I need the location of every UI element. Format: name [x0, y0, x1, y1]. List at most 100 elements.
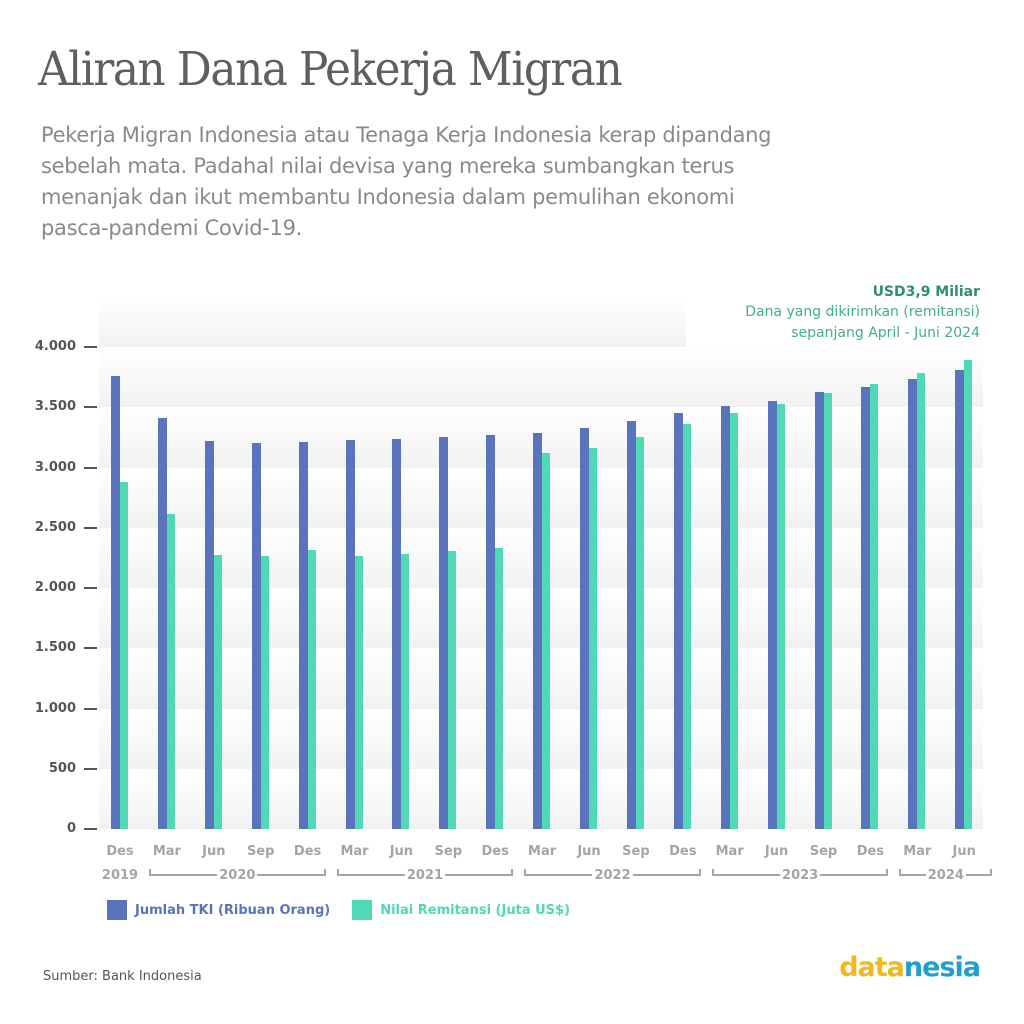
bar-remitansi — [448, 550, 457, 829]
bar-tki — [908, 378, 918, 829]
logo-part-nesia: nesia — [903, 952, 981, 983]
y-tick-mark — [84, 466, 97, 469]
x-tick-label: Des — [856, 844, 885, 859]
y-tick-mark — [84, 767, 97, 770]
bar-tki — [439, 436, 449, 829]
bar-tki — [251, 443, 261, 829]
y-tick-label: 3.500 — [34, 399, 76, 415]
y-tick-mark — [84, 707, 97, 710]
bar-remitansi — [823, 393, 832, 829]
bar-tki — [204, 440, 214, 829]
y-tick-label: 2.500 — [34, 519, 76, 535]
bar-tki — [111, 375, 120, 829]
x-tick-label: Sep — [434, 844, 463, 859]
bar-tki — [157, 418, 167, 829]
bar-tki — [533, 432, 543, 829]
bar-tki — [861, 387, 871, 829]
x-tick-label: Mar — [340, 844, 369, 859]
bar-remitansi — [917, 372, 926, 829]
y-tick-mark — [84, 587, 97, 589]
x-tick-label: Sep — [622, 844, 650, 859]
x-tick-label: Mar — [715, 844, 744, 859]
bar-tki — [720, 406, 730, 829]
annotation: USD3,9 Miliar Dana yang dikirimkan (remi… — [745, 282, 980, 344]
bar-remitansi — [120, 481, 128, 829]
y-tick-label: 500 — [48, 760, 76, 776]
bar-tki — [486, 434, 496, 829]
x-tick-label: Jun — [202, 844, 226, 859]
bar-tki — [298, 442, 308, 829]
bar-remitansi — [166, 514, 175, 829]
y-tick-label: 4.000 — [34, 339, 76, 354]
bar-tki — [673, 413, 683, 829]
y-tick-label: 1.000 — [34, 700, 76, 716]
y-tick-mark — [84, 406, 97, 409]
legend-item-remitansi: Nilai Remitansi (Juta US$) — [352, 900, 570, 920]
logo-part-data: data — [839, 952, 905, 983]
x-tick-label: Jun — [764, 844, 789, 859]
x-tick-label: Sep — [809, 844, 838, 859]
y-tick-label: 1.500 — [34, 640, 76, 656]
annotation-value: USD3,9 Miliar — [872, 284, 980, 300]
legend-swatch-icon — [352, 900, 373, 920]
bar-remitansi — [589, 447, 597, 829]
x-tick-label: Jun — [577, 844, 601, 859]
subtitle-line: menanjak dan ikut membantu Indonesia dal… — [41, 185, 735, 209]
bar-remitansi — [870, 384, 879, 829]
year-label: 2024 — [925, 868, 966, 883]
x-tick-label: Des — [293, 844, 322, 859]
bar-tki — [580, 428, 589, 829]
y-tick-label: 2.000 — [34, 580, 76, 595]
y-tick-mark — [84, 828, 97, 830]
bar-remitansi — [964, 360, 973, 829]
annotation-line: Dana yang dikirimkan (remitansi) — [745, 304, 980, 320]
bar-tki — [814, 392, 824, 829]
subtitle-line: sebelah mata. Padahal nilai devisa yang … — [41, 154, 735, 178]
x-tick-label: Des — [669, 844, 697, 859]
bar-tki — [345, 440, 355, 829]
x-tick-label: Jun — [389, 844, 414, 859]
x-tick-label: Mar — [903, 844, 932, 859]
y-tick-mark — [84, 526, 97, 529]
legend-label: Nilai Remitansi (Juta US$) — [380, 902, 571, 918]
subtitle-line: pasca-pandemi Covid-19. — [41, 216, 303, 240]
x-tick-label: Des — [106, 844, 134, 859]
x-tick-label: Mar — [528, 844, 557, 859]
bar-remitansi — [542, 453, 551, 829]
y-tick-label: 3.000 — [34, 459, 76, 475]
bar-remitansi — [776, 404, 785, 829]
legend: Jumlah TKI (Ribuan Orang) Nilai Remitans… — [107, 900, 592, 920]
x-tick-label: Mar — [152, 844, 181, 859]
annotation-line: sepanjang April - Juni 2024 — [791, 325, 980, 341]
bar-remitansi — [682, 424, 691, 829]
bar-tki — [767, 401, 777, 829]
y-tick-mark — [84, 346, 97, 348]
bar-tki — [626, 421, 636, 829]
bar-remitansi — [401, 553, 410, 829]
grid-band — [99, 347, 983, 408]
grid-band — [99, 296, 686, 347]
year-label: 2023 — [780, 868, 821, 883]
y-tick-mark — [84, 647, 97, 650]
legend-label: Jumlah TKI (Ribuan Orang) — [135, 902, 331, 918]
year-label: 2022 — [592, 868, 633, 883]
x-tick-label: Jun — [952, 844, 976, 859]
bar-tki — [955, 369, 965, 829]
legend-swatch-icon — [107, 900, 127, 920]
source-note: Sumber: Bank Indonesia — [43, 969, 202, 984]
x-tick-label: Sep — [246, 844, 275, 859]
legend-item-tki: Jumlah TKI (Ribuan Orang) — [107, 900, 330, 920]
year-label: 2019 — [101, 868, 139, 883]
chart-subtitle: Pekerja Migran Indonesia atau Tenaga Ker… — [41, 120, 941, 244]
bar-remitansi — [495, 547, 504, 829]
bar-remitansi — [307, 550, 316, 829]
y-tick-label: 0 — [66, 821, 76, 836]
bar-remitansi — [213, 554, 222, 829]
bar-remitansi — [729, 413, 738, 829]
x-tick-label: Des — [481, 844, 509, 859]
bar-remitansi — [354, 556, 363, 829]
year-label: 2020 — [217, 868, 258, 883]
bar-remitansi — [635, 436, 644, 829]
subtitle-line: Pekerja Migran Indonesia atau Tenaga Ker… — [41, 123, 772, 147]
